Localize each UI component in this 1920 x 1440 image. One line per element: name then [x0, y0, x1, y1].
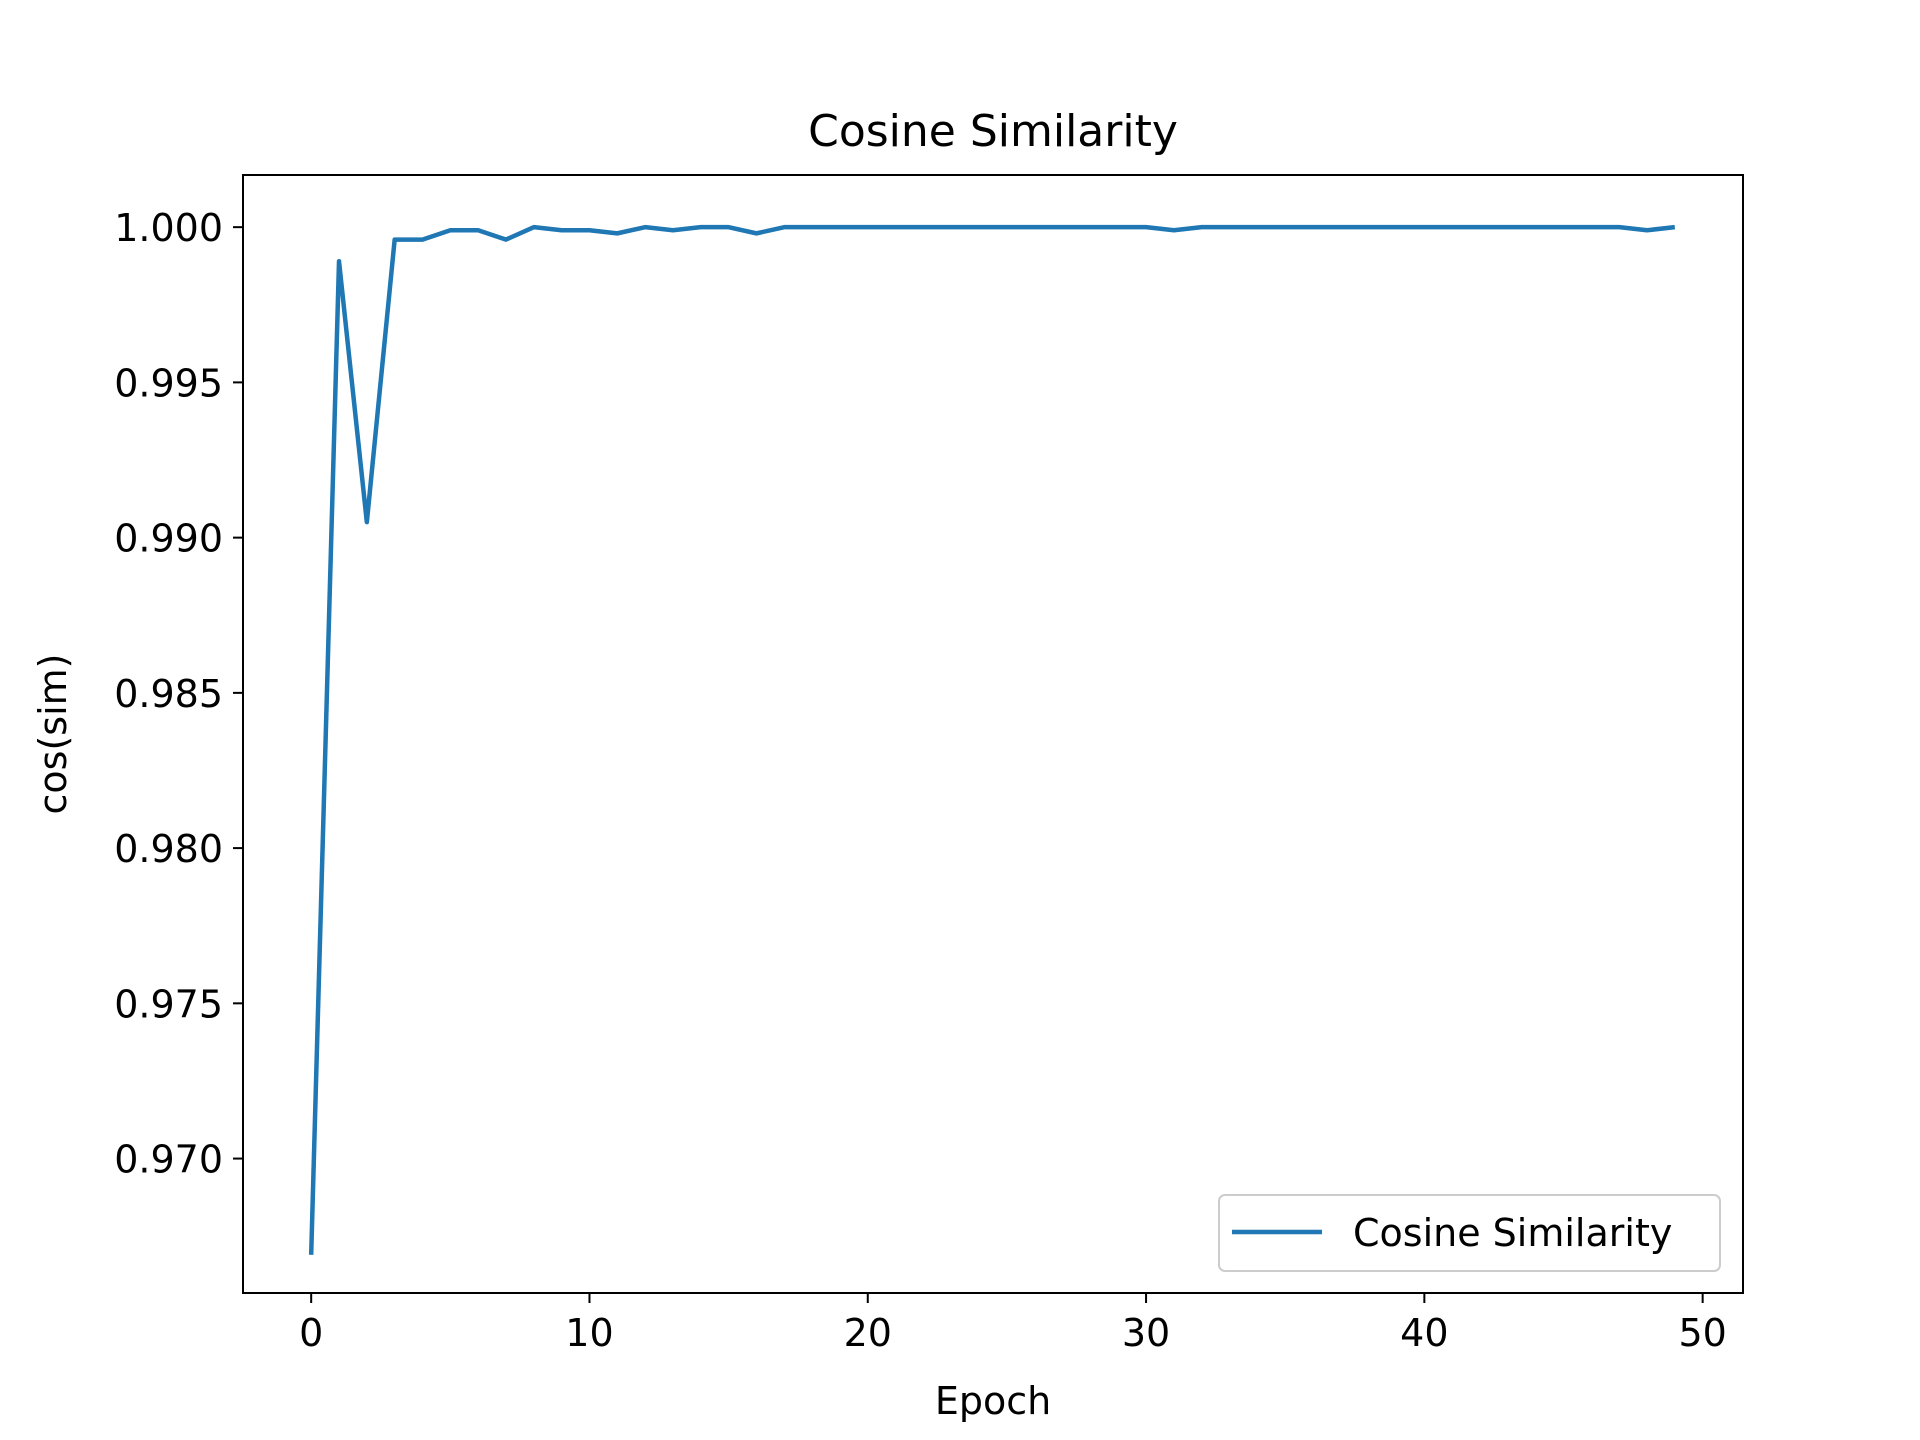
x-axis-ticks: 0 10 20 30 40 50	[299, 1293, 1727, 1355]
x-tick-label: 50	[1678, 1311, 1726, 1355]
plot-area	[242, 174, 1744, 1294]
legend-box	[1218, 1194, 1721, 1272]
y-tick-label: 0.980	[114, 827, 223, 871]
y-tick-label: 0.985	[114, 672, 223, 716]
y-tick-label: 0.975	[114, 982, 223, 1026]
legend-label: Cosine Similarity	[1353, 1211, 1672, 1255]
series-line-cosine-similarity	[308, 224, 1676, 1255]
x-tick-label: 40	[1400, 1311, 1448, 1355]
x-tick-label: 20	[844, 1311, 892, 1355]
y-axis-label: cos(sim)	[31, 654, 75, 815]
y-tick-label: 0.995	[114, 361, 223, 405]
x-tick-label: 0	[299, 1311, 323, 1355]
x-tick-label: 10	[565, 1311, 613, 1355]
chart-title: Cosine Similarity	[808, 106, 1178, 157]
y-axis-ticks: 0.970 0.975 0.980 0.985 0.990 0.995 1.000	[114, 206, 243, 1182]
legend: Cosine Similarity	[1218, 1194, 1721, 1272]
axes-frame	[242, 174, 1744, 1294]
y-tick-label: 1.000	[114, 206, 223, 250]
y-tick-label: 0.990	[114, 517, 223, 561]
x-tick-label: 30	[1122, 1311, 1170, 1355]
x-axis-label: Epoch	[935, 1379, 1051, 1423]
y-tick-label: 0.970	[114, 1138, 223, 1182]
